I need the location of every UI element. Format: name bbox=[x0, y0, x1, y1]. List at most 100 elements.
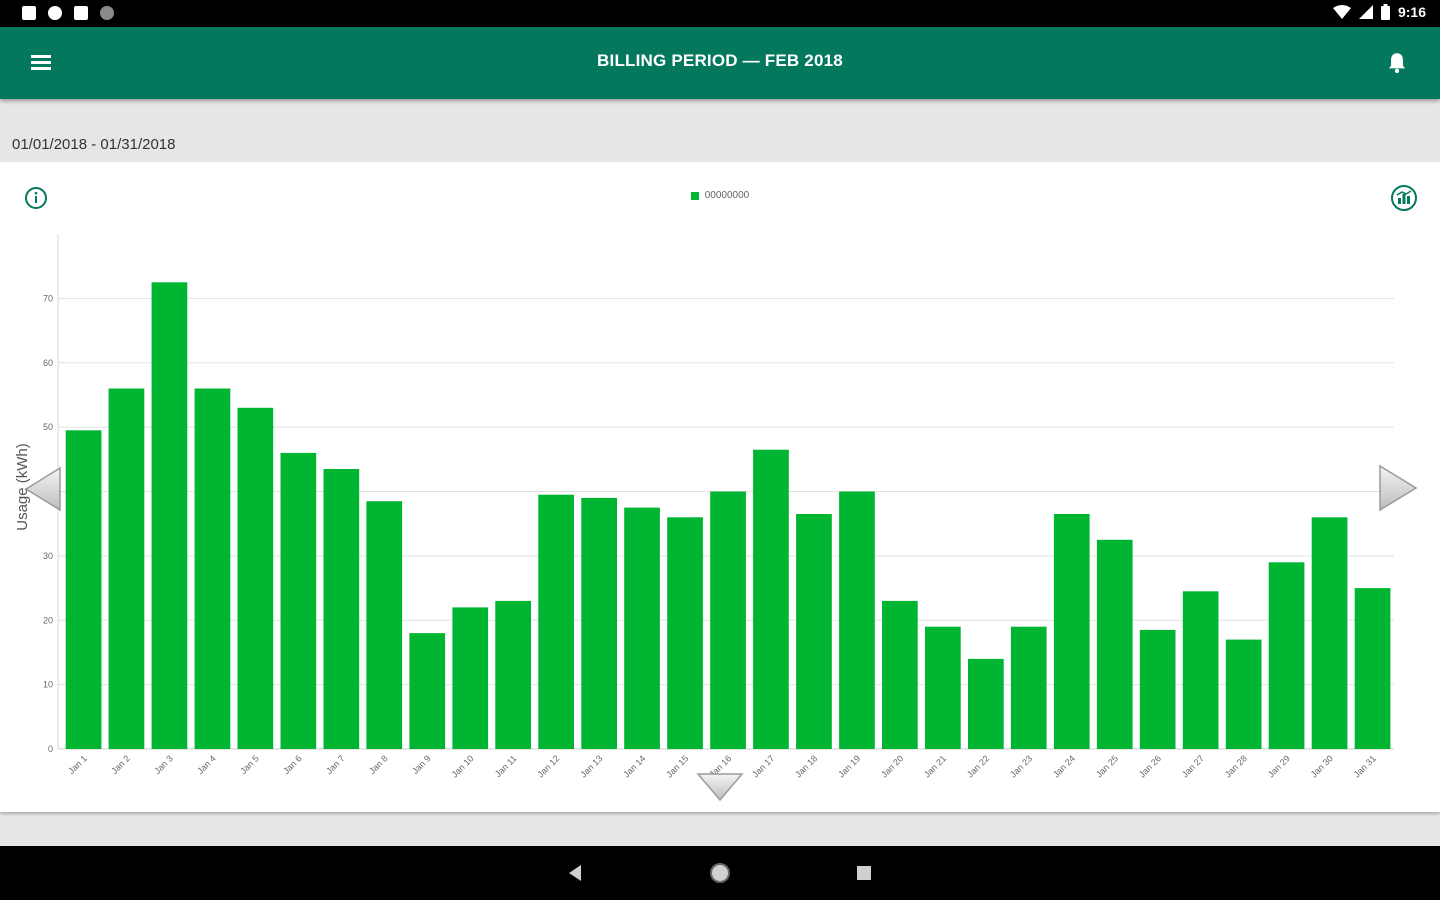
x-tick-label: Jan 31 bbox=[1352, 753, 1378, 779]
chart-bar[interactable] bbox=[1311, 517, 1348, 750]
x-tick-label: Jan 25 bbox=[1094, 753, 1120, 779]
circle-notification-icon bbox=[100, 6, 114, 20]
y-axis-label: Usage (kWh) bbox=[14, 443, 31, 531]
status-system-icons: 9:16 bbox=[1332, 4, 1426, 20]
x-tick-label: Jan 18 bbox=[793, 753, 819, 779]
x-tick-label: Jan 11 bbox=[493, 753, 519, 779]
x-tick-label: Jan 28 bbox=[1223, 753, 1249, 779]
sd-card-icon bbox=[74, 6, 88, 20]
legend-label: 00000000 bbox=[704, 190, 750, 201]
y-tick-label: 50 bbox=[43, 422, 53, 432]
bell-icon[interactable] bbox=[1384, 50, 1410, 76]
x-tick-label: Jan 20 bbox=[879, 753, 905, 779]
settings-notification-icon bbox=[48, 6, 62, 20]
x-tick-label: Jan 23 bbox=[1008, 753, 1034, 779]
chart-bar[interactable] bbox=[280, 452, 317, 749]
x-tick-label: Jan 13 bbox=[578, 753, 604, 779]
y-tick-label: 30 bbox=[43, 551, 53, 561]
x-tick-label: Jan 17 bbox=[750, 753, 776, 779]
chart-legend: 00000000 bbox=[0, 190, 1440, 201]
chart-bar[interactable] bbox=[108, 388, 145, 750]
chart-bars bbox=[65, 282, 1391, 750]
chevron-left-icon[interactable] bbox=[20, 464, 66, 514]
chart-bar[interactable] bbox=[753, 449, 789, 749]
x-tick-label: Jan 8 bbox=[367, 753, 390, 776]
x-tick-label: Jan 24 bbox=[1051, 753, 1077, 779]
x-tick-label: Jan 4 bbox=[195, 753, 218, 776]
chart-bar[interactable] bbox=[1053, 514, 1090, 749]
x-tick-label: Jan 14 bbox=[621, 753, 647, 779]
x-tick-label: Jan 3 bbox=[152, 753, 175, 776]
legend-swatch bbox=[690, 191, 699, 200]
chart-bar[interactable] bbox=[1096, 539, 1133, 749]
system-nav-bar bbox=[0, 846, 1440, 900]
x-tick-label: Jan 9 bbox=[410, 753, 433, 776]
y-tick-label: 0 bbox=[48, 744, 53, 754]
x-tick-label: Jan 5 bbox=[238, 753, 261, 776]
chart-bar[interactable] bbox=[495, 600, 531, 749]
chart-bar[interactable] bbox=[710, 491, 746, 750]
x-tick-label: Jan 2 bbox=[109, 753, 132, 776]
status-time: 9:16 bbox=[1397, 4, 1426, 20]
info-icon[interactable] bbox=[24, 186, 48, 210]
chart-bar[interactable] bbox=[237, 407, 274, 749]
status-notifications bbox=[22, 6, 114, 20]
chart-bar[interactable] bbox=[151, 282, 188, 749]
chart-bar[interactable] bbox=[1354, 588, 1391, 749]
x-tick-label: Jan 19 bbox=[836, 753, 862, 779]
x-tick-label: Jan 6 bbox=[281, 753, 304, 776]
chart-bar[interactable] bbox=[882, 600, 918, 749]
app-bar: BILLING PERIOD — FEB 2018 bbox=[0, 27, 1440, 99]
recent-apps-icon[interactable] bbox=[857, 866, 871, 880]
chart-bar[interactable] bbox=[409, 633, 446, 749]
signal-icon bbox=[1358, 5, 1373, 19]
x-tick-label: Jan 26 bbox=[1137, 753, 1163, 779]
chart-bar[interactable] bbox=[925, 626, 961, 749]
chevron-right-icon[interactable] bbox=[1376, 462, 1422, 514]
x-tick-label: Jan 10 bbox=[449, 753, 475, 779]
x-tick-label: Jan 1 bbox=[66, 753, 89, 776]
chart-bar[interactable] bbox=[538, 494, 574, 749]
back-icon[interactable] bbox=[567, 864, 583, 882]
y-tick-label: 60 bbox=[43, 358, 53, 368]
chart-bar[interactable] bbox=[796, 514, 832, 749]
x-tick-label: Jan 30 bbox=[1309, 753, 1335, 779]
x-tick-label: Jan 21 bbox=[922, 753, 948, 779]
x-tick-label: Jan 12 bbox=[535, 753, 561, 779]
chart-bar[interactable] bbox=[968, 658, 1004, 749]
notification-a-icon bbox=[22, 6, 36, 20]
chart-bar[interactable] bbox=[839, 491, 875, 750]
status-bar: 9:16 bbox=[0, 0, 1440, 27]
home-icon[interactable] bbox=[709, 862, 731, 884]
chart-bar[interactable] bbox=[1139, 629, 1176, 749]
compare-chart-icon[interactable] bbox=[1390, 184, 1418, 212]
hamburger-menu-icon[interactable] bbox=[20, 43, 60, 83]
y-axis-ticks: 010203040506070 bbox=[43, 293, 53, 754]
y-tick-label: 70 bbox=[43, 293, 53, 303]
chart-bar[interactable] bbox=[1268, 562, 1305, 749]
y-tick-label: 20 bbox=[43, 615, 53, 625]
wifi-icon bbox=[1332, 5, 1351, 19]
chart-bar[interactable] bbox=[1010, 626, 1047, 749]
chart-bar[interactable] bbox=[1182, 591, 1219, 749]
x-tick-label: Jan 29 bbox=[1266, 753, 1292, 779]
chart-bar[interactable] bbox=[194, 388, 231, 750]
x-tick-label: Jan 27 bbox=[1180, 753, 1206, 779]
billing-date-range: 01/01/2018 - 01/31/2018 bbox=[12, 136, 176, 153]
chart-bar[interactable] bbox=[65, 430, 102, 749]
chart-bar[interactable] bbox=[624, 507, 660, 749]
chart-bar[interactable] bbox=[581, 497, 617, 749]
chevron-down-icon[interactable] bbox=[694, 768, 746, 804]
chart-bar[interactable] bbox=[1225, 639, 1262, 749]
x-tick-label: Jan 7 bbox=[324, 753, 347, 776]
battery-icon bbox=[1380, 4, 1390, 20]
chart-bar[interactable] bbox=[323, 469, 360, 749]
chart-bar[interactable] bbox=[366, 501, 403, 749]
page-title: BILLING PERIOD — FEB 2018 bbox=[597, 51, 843, 70]
chart-bar[interactable] bbox=[667, 517, 703, 750]
x-tick-label: Jan 15 bbox=[664, 753, 690, 779]
chart-bar[interactable] bbox=[452, 607, 489, 749]
y-tick-label: 10 bbox=[43, 680, 53, 690]
